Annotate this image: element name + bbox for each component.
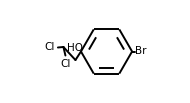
Text: Cl: Cl: [44, 43, 55, 53]
Text: Cl: Cl: [61, 59, 71, 68]
Text: HO: HO: [67, 43, 83, 53]
Text: Br: Br: [135, 46, 146, 57]
